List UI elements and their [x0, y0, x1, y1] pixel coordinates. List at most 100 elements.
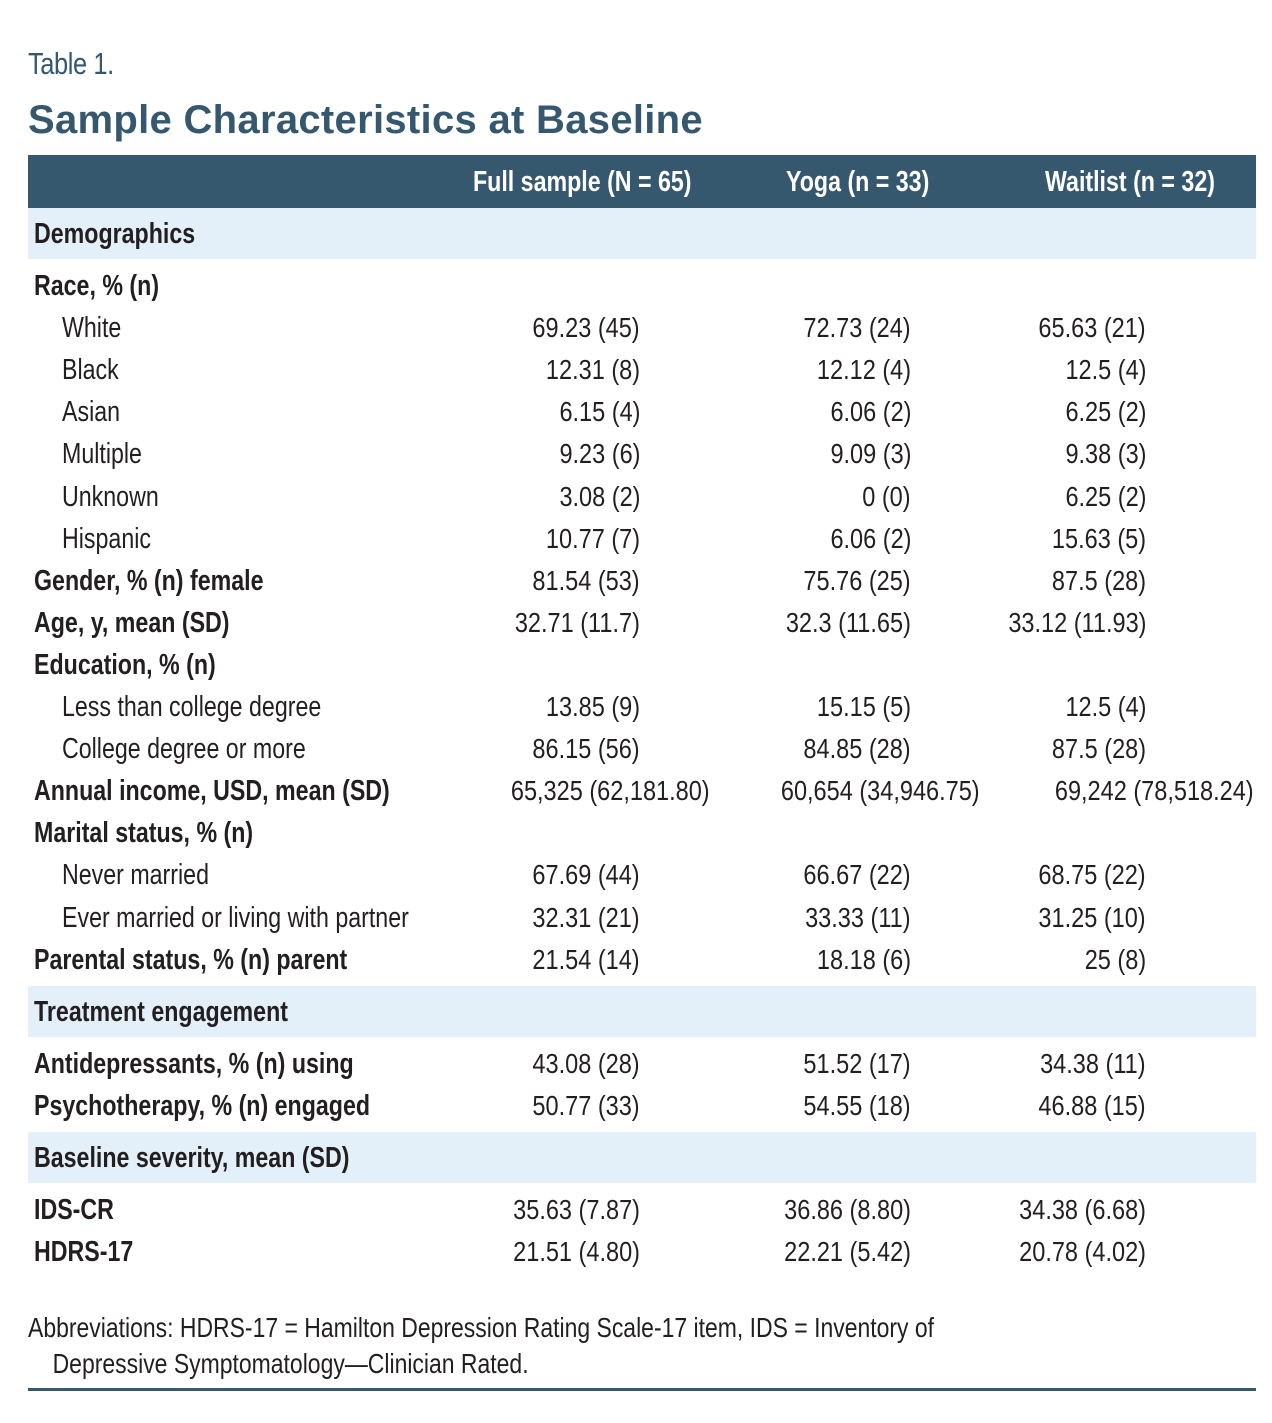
cell-value: 12.5 (4) — [1064, 691, 1146, 722]
table-row: Unknown 3.08 (2) 0 (0) 6.25 (2) — [28, 475, 1256, 517]
cell-value: 84.85 (28) — [803, 733, 911, 765]
table-title: Sample Characteristics at Baseline — [28, 98, 703, 142]
cell-value: 18.18 (6) — [816, 943, 911, 975]
cell-value: 6.25 (2) — [1064, 480, 1146, 512]
footnote: Abbreviations: HDRS-17 = Hamilton Depres… — [28, 1310, 1176, 1382]
cell-value: 15.63 (5) — [1051, 522, 1146, 554]
table-row: Marital status, % (n) — [28, 811, 1256, 853]
cell-value: 65,325 (62,181.80) — [511, 775, 710, 807]
row-label: Marital status, % (n) — [34, 817, 254, 850]
row-label: Annual income, USD, mean (SD) — [34, 775, 390, 808]
table-row: Age, y, mean (SD) 32.71 (11.7) 32.3 (11.65… — [28, 601, 1256, 643]
section-header: Treatment engagement — [28, 985, 1256, 1037]
section-title: Demographics — [34, 218, 196, 250]
table-row: Asian 6.15 (4) 6.06 (2) 6.25 (2) — [28, 390, 1256, 432]
cell-value: 6.06 (2) — [829, 522, 911, 554]
table-row: Never married 67.69 (44) 66.67 (22) 68.75 (… — [28, 853, 1256, 895]
section-title: Baseline severity, mean (SD) — [34, 1141, 350, 1174]
cell-value: 50.77 (33) — [532, 1089, 640, 1121]
cell-value: 66.67 (22) — [803, 859, 911, 891]
cell-value: 67.69 (44) — [532, 859, 640, 891]
cell-value: 3.08 (2) — [558, 480, 640, 512]
cell-value: 72.73 (24) — [803, 312, 911, 344]
table-row: Psychotherapy, % (n) engaged 50.77 (33) 54… — [28, 1084, 1256, 1126]
cell-value: 0 (0) — [862, 480, 911, 512]
cell-value: 32.3 (11.65) — [785, 606, 911, 638]
cell-value: 33.12 (11.93) — [1007, 606, 1146, 638]
row-label: Parental status, % (n) parent — [34, 943, 348, 976]
cell-value: 9.09 (3) — [829, 438, 911, 470]
row-label: Psychotherapy, % (n) engaged — [34, 1089, 371, 1122]
cell-value: 75.76 (25) — [803, 564, 911, 596]
table-row: College degree or more 86.15 (56) 84.85 (2… — [28, 727, 1256, 769]
cell-value: 46.88 (15) — [1038, 1089, 1146, 1121]
cell-value: 22.21 (5.42) — [784, 1236, 911, 1267]
table-row: Antidepressants, % (n) using 43.08 (28) 51… — [28, 1042, 1256, 1084]
table-row: Annual income, USD, mean (SD) 65,325 (62,… — [28, 769, 1256, 811]
row-label: Race, % (n) — [34, 270, 160, 302]
section-header: Baseline severity, mean (SD) — [28, 1131, 1256, 1183]
row-label: Education, % (n) — [34, 648, 216, 681]
table-row: Gender, % (n) female 81.54 (53) 75.76 (25)… — [28, 559, 1256, 601]
cell-value: 32.31 (21) — [532, 901, 640, 933]
table-row: Hispanic 10.77 (7) 6.06 (2) 15.63 (5) — [28, 517, 1256, 559]
cell-value: 68.75 (22) — [1038, 859, 1146, 891]
table-row: HDRS-17 21.51 (4.80) 22.21 (5.42) 20.78 (4.… — [28, 1230, 1256, 1272]
row-label: HDRS-17 — [34, 1236, 134, 1268]
table-header: Full sample (N = 65) Yoga (n = 33) Waitl… — [28, 155, 1256, 208]
table-row: Race, % (n) — [28, 264, 1256, 306]
cell-value: 12.31 (8) — [545, 354, 640, 386]
footnote-line: Depressive Symptomatology—Clinician Rate… — [52, 1348, 529, 1379]
table-row: IDS-CR 35.63 (7.87) 36.86 (8.80) 34.38 (6.6… — [28, 1188, 1256, 1230]
cell-value: 21.51 (4.80) — [513, 1236, 640, 1267]
row-label: Unknown — [62, 480, 159, 513]
table-label: Table 1. — [28, 46, 114, 81]
cell-value: 35.63 (7.87) — [513, 1193, 640, 1225]
table-row: White 69.23 (45) 72.73 (24) 65.63 (21) — [28, 306, 1256, 348]
row-label: IDS-CR — [34, 1193, 114, 1226]
cell-value: 60,654 (34,946.75) — [781, 775, 980, 807]
column-header-waitlist: Waitlist (n = 32) — [1045, 166, 1215, 198]
cell-value: 36.86 (8.80) — [784, 1193, 911, 1225]
cell-value: 32.71 (11.7) — [514, 606, 640, 638]
cell-value: 34.38 (11) — [1040, 1047, 1146, 1079]
row-label: Asian — [62, 396, 121, 429]
cell-value: 54.55 (18) — [803, 1089, 911, 1121]
row-label: White — [62, 312, 122, 345]
column-header-yoga: Yoga (n = 33) — [786, 166, 930, 198]
cell-value: 13.85 (9) — [545, 691, 640, 722]
cell-value: 31.25 (10) — [1038, 901, 1146, 933]
cell-value: 12.5 (4) — [1064, 354, 1146, 386]
row-label: Age, y, mean (SD) — [34, 606, 230, 639]
bottom-rule — [28, 1388, 1256, 1391]
cell-value: 86.15 (56) — [532, 733, 640, 765]
cell-value: 9.23 (6) — [558, 438, 640, 470]
cell-value: 6.06 (2) — [829, 396, 911, 428]
cell-value: 33.33 (11) — [805, 901, 911, 933]
table-row: Parental status, % (n) parent 21.54 (14) 1… — [28, 938, 1256, 980]
cell-value: 6.15 (4) — [558, 396, 640, 428]
cell-value: 25 (8) — [1084, 943, 1146, 975]
column-header-full-sample: Full sample (N = 65) — [473, 166, 692, 198]
cell-value: 51.52 (17) — [803, 1047, 911, 1079]
cell-value: 34.38 (6.68) — [1019, 1193, 1146, 1225]
section-header: Demographics — [28, 208, 1256, 259]
cell-value: 15.15 (5) — [816, 691, 911, 722]
table-row: Ever married or living with partner 32.31… — [28, 896, 1256, 938]
cell-value: 87.5 (28) — [1051, 564, 1146, 596]
table-row: Education, % (n) — [28, 643, 1256, 685]
cell-value: 65.63 (21) — [1038, 312, 1146, 344]
section-title: Treatment engagement — [34, 995, 288, 1028]
cell-value: 69,242 (78,518.24) — [1055, 775, 1254, 807]
table-row: Black 12.31 (8) 12.12 (4) 12.5 (4) — [28, 348, 1256, 390]
cell-value: 20.78 (4.02) — [1019, 1236, 1146, 1267]
row-label: Less than college degree — [62, 691, 322, 723]
cell-value: 43.08 (28) — [532, 1047, 640, 1079]
cell-value: 81.54 (53) — [532, 564, 640, 596]
row-label: Gender, % (n) female — [34, 564, 264, 597]
row-label: College degree or more — [62, 733, 306, 766]
row-label: Hispanic — [62, 522, 151, 555]
cell-value: 69.23 (45) — [532, 312, 640, 344]
cell-value: 10.77 (7) — [545, 522, 640, 554]
cell-value: 87.5 (28) — [1051, 733, 1146, 765]
